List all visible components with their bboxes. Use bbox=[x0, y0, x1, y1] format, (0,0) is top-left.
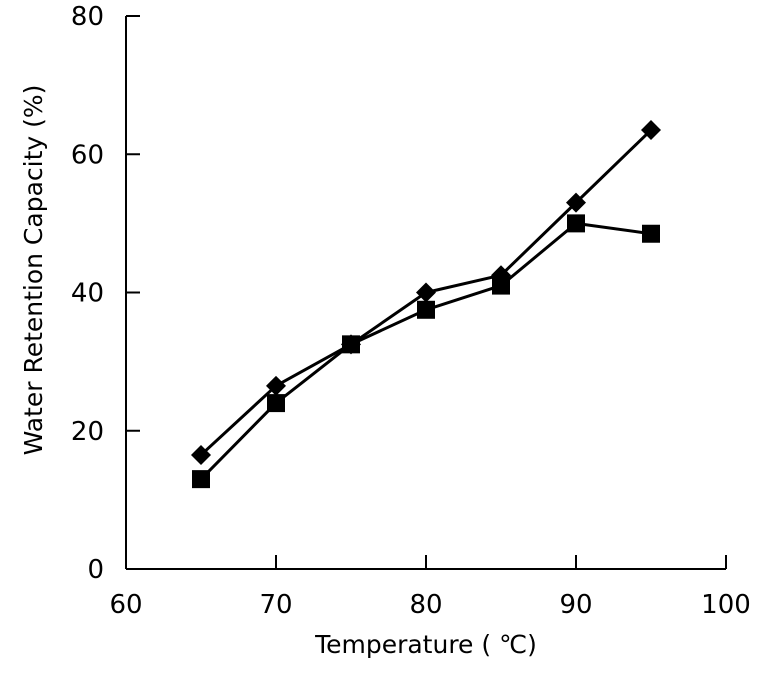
y-tick-label: 40 bbox=[71, 279, 104, 309]
diamond-marker bbox=[566, 192, 586, 213]
diamond-marker bbox=[416, 282, 436, 303]
square-marker bbox=[342, 335, 360, 354]
x-tick-label: 100 bbox=[701, 590, 751, 620]
y-tick-label: 0 bbox=[87, 555, 104, 585]
series-square bbox=[192, 214, 660, 489]
x-tick-label: 80 bbox=[409, 590, 442, 620]
y-axis: 0 20 40 60 80 bbox=[71, 2, 140, 585]
x-tick-label: 70 bbox=[259, 590, 292, 620]
x-axis: 60 70 80 90 100 bbox=[109, 555, 751, 620]
square-marker bbox=[567, 214, 585, 233]
x-tick-label: 90 bbox=[559, 590, 592, 620]
square-marker bbox=[492, 276, 510, 295]
square-marker bbox=[192, 470, 210, 489]
diamond-marker bbox=[266, 375, 286, 396]
series-line bbox=[199, 221, 652, 481]
diamond-marker bbox=[641, 120, 661, 141]
square-marker bbox=[642, 224, 660, 243]
diamond-marker bbox=[191, 444, 211, 465]
square-marker bbox=[267, 394, 285, 413]
y-tick-label: 80 bbox=[71, 2, 104, 32]
y-tick-label: 60 bbox=[71, 140, 104, 170]
y-axis-title: Water Retention Capacity (%) bbox=[19, 85, 48, 456]
y-tick-label: 20 bbox=[71, 417, 104, 447]
square-marker bbox=[417, 300, 435, 319]
x-tick-label: 60 bbox=[109, 590, 142, 620]
series-diamond bbox=[191, 120, 661, 465]
plot-area bbox=[191, 120, 661, 489]
x-axis-title: Temperature ( ℃) bbox=[314, 630, 537, 659]
